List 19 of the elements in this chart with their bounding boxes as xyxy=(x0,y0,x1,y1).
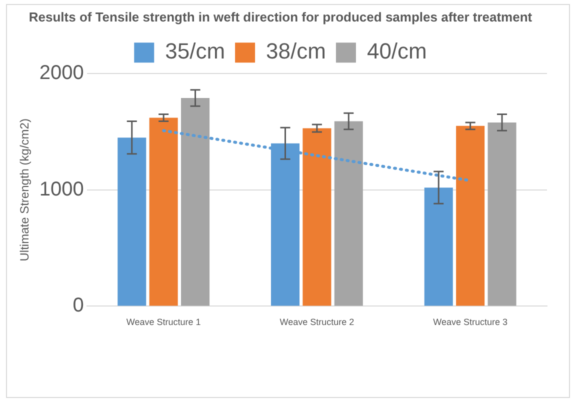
bar xyxy=(334,121,363,306)
bar xyxy=(456,126,485,306)
legend-label: 38/cm xyxy=(266,38,326,64)
bar xyxy=(118,138,146,306)
legend-label: 35/cm xyxy=(165,38,226,64)
x-tick-label: Weave Structure 2 xyxy=(280,317,354,328)
x-tick-label: Weave Structure 1 xyxy=(126,317,201,328)
y-tick-label: 0 xyxy=(72,294,84,317)
y-tick-label: 2000 xyxy=(39,62,84,84)
bar xyxy=(302,128,332,306)
bar xyxy=(149,118,178,306)
x-tick-label: Weave Structure 3 xyxy=(433,317,508,328)
y-axis-title: Ultimate Strength (kg/cm2) xyxy=(18,118,32,262)
y-tick-label: 1000 xyxy=(39,178,84,200)
chart-title: Results of Tensile strength in weft direction for produced samples after treatment xyxy=(28,9,533,24)
bar xyxy=(488,122,516,306)
legend-label: 40/cm xyxy=(366,38,427,64)
bar xyxy=(424,188,453,306)
bar xyxy=(181,98,210,306)
